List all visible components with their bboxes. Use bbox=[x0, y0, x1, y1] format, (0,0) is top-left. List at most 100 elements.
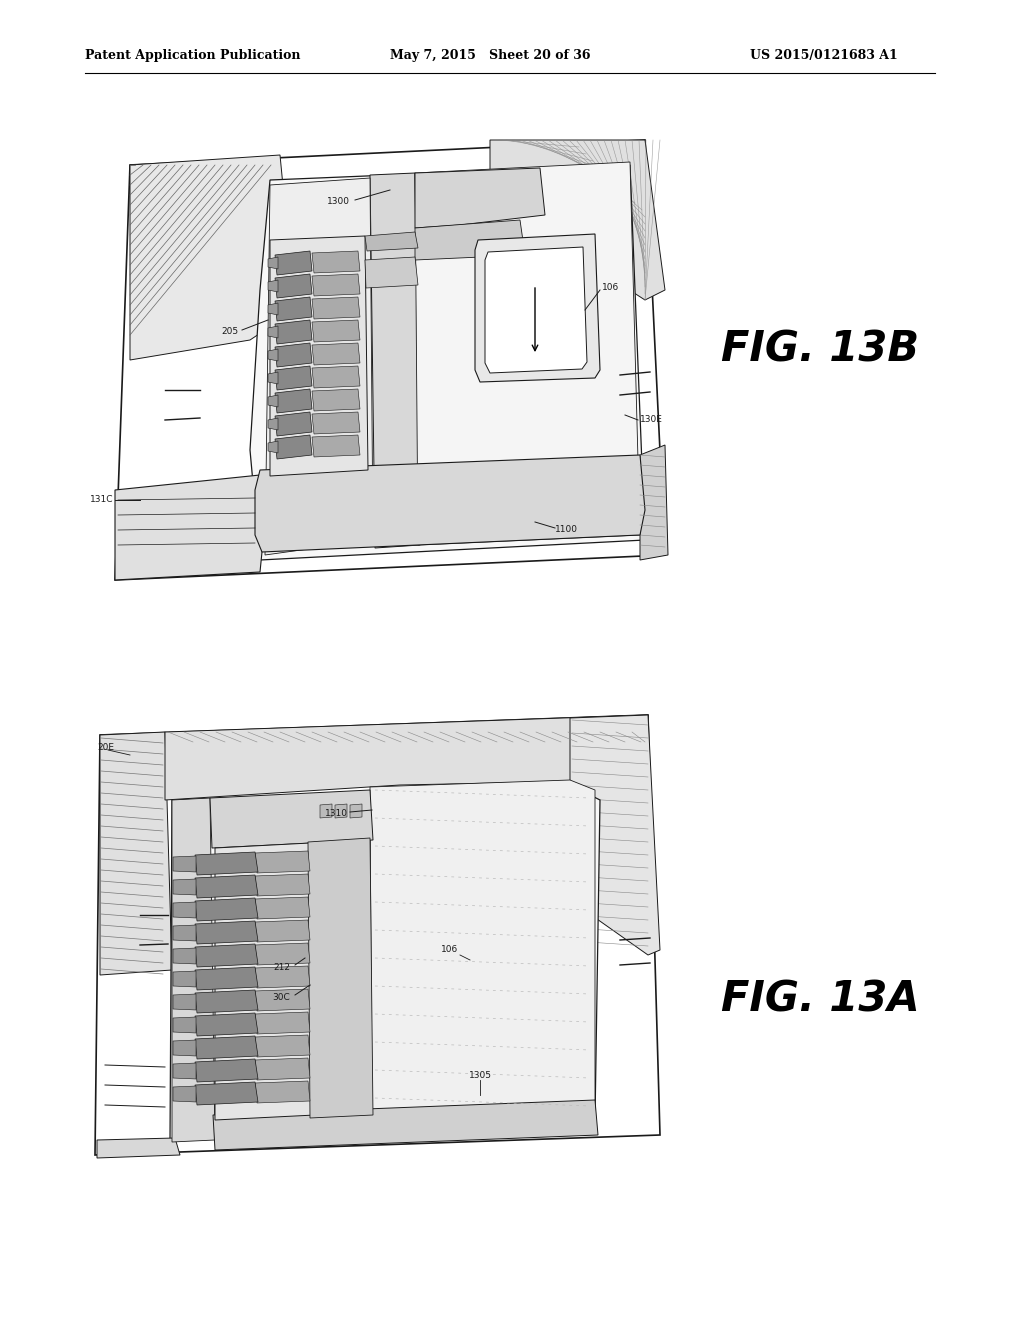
Text: May 7, 2015   Sheet 20 of 36: May 7, 2015 Sheet 20 of 36 bbox=[389, 49, 590, 62]
Polygon shape bbox=[173, 1086, 196, 1102]
Polygon shape bbox=[173, 994, 196, 1010]
Polygon shape bbox=[265, 178, 373, 554]
Polygon shape bbox=[334, 804, 346, 818]
Polygon shape bbox=[268, 348, 278, 360]
Polygon shape bbox=[215, 843, 315, 1119]
Polygon shape bbox=[570, 715, 659, 954]
Polygon shape bbox=[173, 902, 196, 917]
Text: 1100: 1100 bbox=[554, 525, 578, 535]
Text: 1305: 1305 bbox=[468, 1071, 491, 1080]
Polygon shape bbox=[268, 372, 278, 384]
Polygon shape bbox=[195, 1036, 258, 1059]
Polygon shape bbox=[173, 855, 196, 873]
Polygon shape bbox=[173, 1040, 196, 1056]
Text: 30C: 30C bbox=[272, 994, 289, 1002]
Polygon shape bbox=[250, 165, 644, 560]
Polygon shape bbox=[415, 162, 639, 545]
Polygon shape bbox=[268, 257, 278, 269]
Polygon shape bbox=[255, 898, 310, 919]
Polygon shape bbox=[415, 220, 525, 260]
Polygon shape bbox=[312, 275, 360, 296]
Polygon shape bbox=[173, 1063, 196, 1078]
Text: 130E: 130E bbox=[639, 416, 662, 425]
Polygon shape bbox=[173, 1016, 196, 1034]
Polygon shape bbox=[312, 389, 360, 411]
Polygon shape bbox=[275, 436, 312, 459]
Polygon shape bbox=[165, 715, 647, 800]
Polygon shape bbox=[639, 445, 667, 560]
Polygon shape bbox=[213, 1100, 597, 1150]
Polygon shape bbox=[255, 851, 310, 873]
Text: FIG. 13B: FIG. 13B bbox=[720, 329, 918, 371]
Polygon shape bbox=[268, 326, 278, 338]
Polygon shape bbox=[268, 395, 278, 407]
Polygon shape bbox=[312, 251, 360, 273]
Polygon shape bbox=[475, 234, 599, 381]
Polygon shape bbox=[172, 799, 215, 1142]
Text: 131C: 131C bbox=[90, 495, 113, 504]
Polygon shape bbox=[370, 173, 420, 548]
Polygon shape bbox=[268, 304, 278, 315]
Polygon shape bbox=[370, 780, 594, 1125]
Polygon shape bbox=[100, 733, 172, 975]
Text: FIG. 13A: FIG. 13A bbox=[720, 979, 918, 1020]
Polygon shape bbox=[275, 297, 312, 321]
Polygon shape bbox=[312, 436, 360, 457]
Polygon shape bbox=[195, 851, 258, 875]
Polygon shape bbox=[195, 990, 258, 1012]
Polygon shape bbox=[275, 366, 312, 389]
Polygon shape bbox=[173, 948, 196, 964]
Polygon shape bbox=[195, 898, 258, 921]
Polygon shape bbox=[308, 838, 373, 1118]
Polygon shape bbox=[350, 804, 362, 818]
Polygon shape bbox=[255, 455, 644, 552]
Polygon shape bbox=[255, 942, 310, 965]
Polygon shape bbox=[170, 785, 599, 1140]
Polygon shape bbox=[312, 366, 360, 388]
Polygon shape bbox=[255, 1059, 310, 1080]
Polygon shape bbox=[312, 412, 360, 434]
Polygon shape bbox=[173, 879, 196, 895]
Polygon shape bbox=[275, 343, 312, 367]
Polygon shape bbox=[255, 920, 310, 942]
Polygon shape bbox=[365, 257, 418, 288]
Polygon shape bbox=[195, 1082, 258, 1105]
Text: 106: 106 bbox=[601, 284, 619, 293]
Polygon shape bbox=[115, 140, 664, 579]
Polygon shape bbox=[210, 789, 373, 847]
Polygon shape bbox=[195, 1059, 258, 1082]
Polygon shape bbox=[489, 140, 664, 300]
Polygon shape bbox=[365, 232, 418, 251]
Polygon shape bbox=[173, 925, 196, 941]
Polygon shape bbox=[312, 343, 360, 366]
Polygon shape bbox=[275, 275, 312, 298]
Polygon shape bbox=[312, 297, 360, 319]
Polygon shape bbox=[195, 944, 258, 968]
Polygon shape bbox=[268, 441, 278, 453]
Polygon shape bbox=[255, 989, 310, 1011]
Polygon shape bbox=[484, 247, 586, 374]
Polygon shape bbox=[275, 412, 312, 436]
Polygon shape bbox=[255, 966, 310, 987]
Text: 1310: 1310 bbox=[325, 808, 347, 817]
Text: 205: 205 bbox=[221, 327, 237, 337]
Polygon shape bbox=[129, 154, 294, 360]
Text: 106: 106 bbox=[441, 945, 459, 954]
Polygon shape bbox=[275, 319, 312, 345]
Polygon shape bbox=[115, 475, 262, 579]
Polygon shape bbox=[195, 921, 258, 944]
Polygon shape bbox=[275, 389, 312, 413]
Text: 20E: 20E bbox=[97, 743, 114, 752]
Text: 1300: 1300 bbox=[327, 198, 350, 206]
Polygon shape bbox=[268, 280, 278, 292]
Polygon shape bbox=[255, 1035, 310, 1057]
Polygon shape bbox=[275, 251, 312, 275]
Polygon shape bbox=[173, 972, 196, 987]
Polygon shape bbox=[255, 874, 310, 896]
Text: US 2015/0121683 A1: US 2015/0121683 A1 bbox=[749, 49, 897, 62]
Polygon shape bbox=[195, 1012, 258, 1036]
Polygon shape bbox=[195, 875, 258, 898]
Polygon shape bbox=[255, 1081, 310, 1104]
Text: 212: 212 bbox=[273, 962, 289, 972]
Polygon shape bbox=[270, 236, 368, 477]
